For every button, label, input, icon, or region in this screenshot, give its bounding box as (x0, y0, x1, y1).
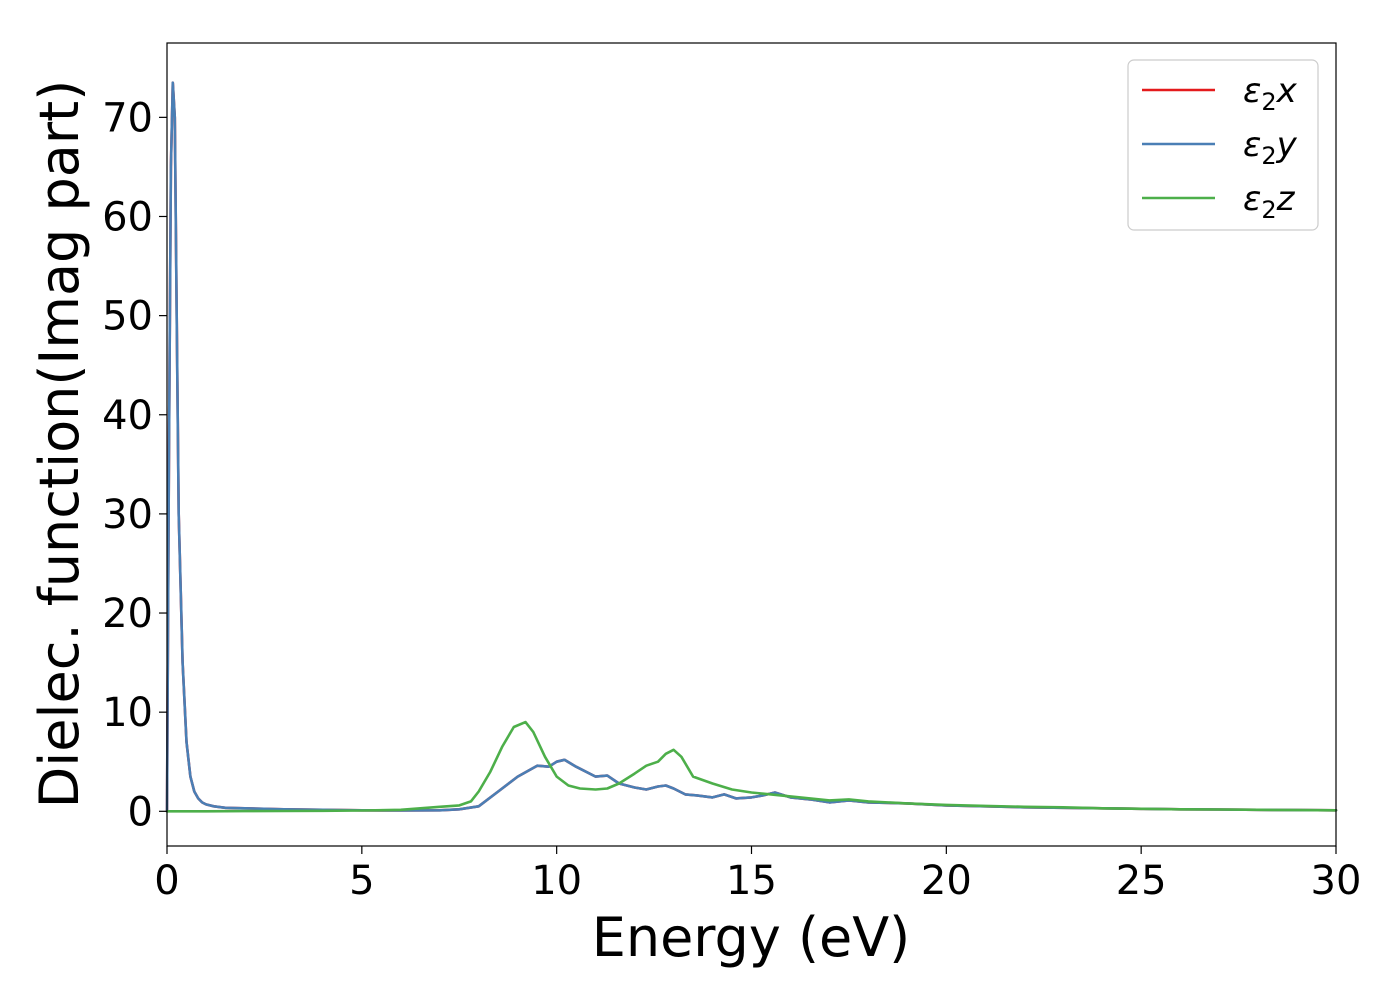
legend: ε2x ε2y ε2z (1127, 59, 1319, 231)
x-tick-label: 25 (1116, 858, 1167, 904)
y-tick-label: 10 (102, 690, 153, 736)
y-axis: 0 10 20 30 40 50 60 70 (102, 95, 167, 835)
x-tick-label: 10 (531, 858, 582, 904)
x-tick-label: 0 (154, 858, 179, 904)
x-tick-label: 5 (349, 858, 374, 904)
y-tick-label: 50 (102, 294, 153, 340)
y-tick-label: 70 (102, 95, 153, 141)
x-axis-title: Energy (eV) (592, 906, 911, 969)
legend-box (1127, 59, 1319, 231)
y-axis-title: Dielec. function(Imag part) (28, 80, 91, 809)
x-tick-label: 15 (726, 858, 777, 904)
y-tick-label: 60 (102, 194, 153, 240)
y-tick-label: 30 (102, 492, 153, 538)
x-axis: 0 5 10 15 20 25 30 (154, 846, 1361, 904)
legend-label-y: ε2y (1243, 125, 1298, 170)
y-tick-label: 0 (128, 789, 153, 835)
y-tick-label: 40 (102, 393, 153, 439)
plot-lines (165, 81, 1338, 813)
x-tick-label: 20 (921, 858, 972, 904)
legend-label-z: ε2z (1243, 179, 1296, 224)
y-tick-label: 20 (102, 591, 153, 637)
x-tick-label: 30 (1311, 858, 1362, 904)
legend-label-x: ε2x (1243, 71, 1298, 116)
series-line-z (165, 720, 1338, 813)
